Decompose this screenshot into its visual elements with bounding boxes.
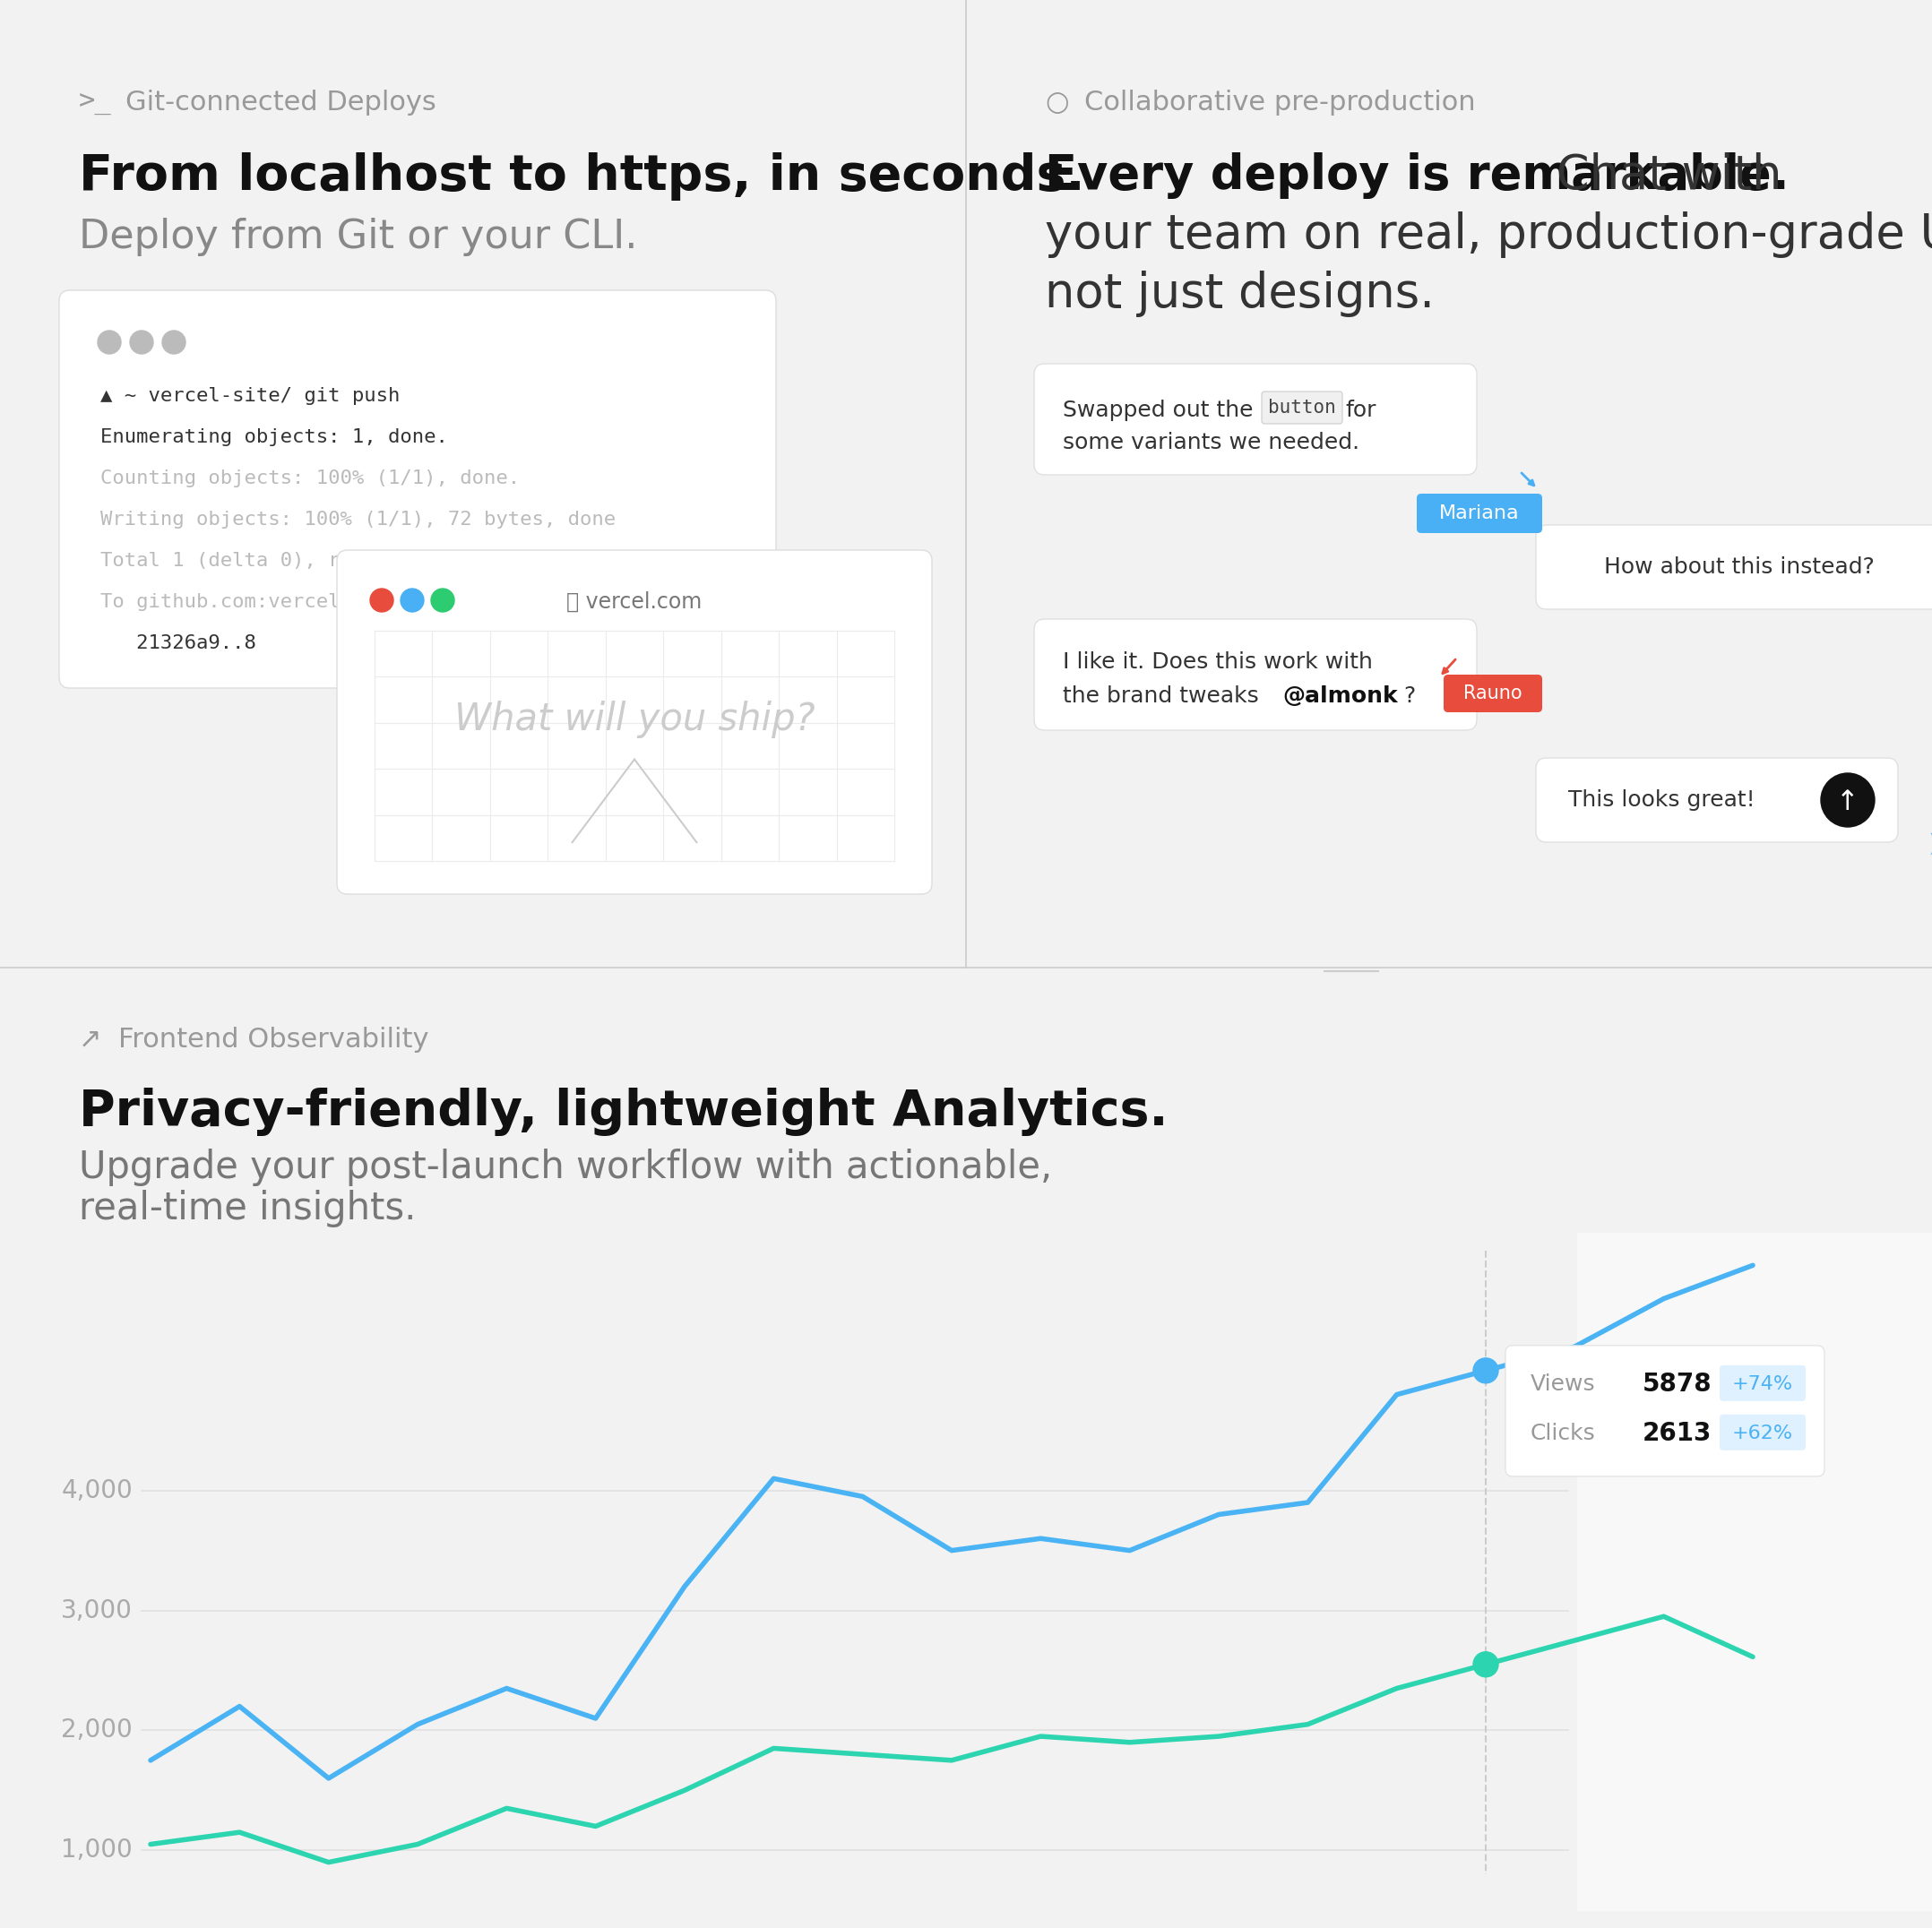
FancyBboxPatch shape <box>336 549 931 895</box>
Text: Mariana: Mariana <box>1439 505 1520 522</box>
Bar <box>1577 1232 1932 1911</box>
Text: 2,000: 2,000 <box>62 1718 133 1743</box>
Text: I like it. Does this work with: I like it. Does this work with <box>1063 652 1374 673</box>
Text: Counting objects: 100% (1/1), done.: Counting objects: 100% (1/1), done. <box>100 469 520 488</box>
Text: Clicks: Clicks <box>1530 1423 1596 1444</box>
Text: +62%: +62% <box>1733 1425 1793 1442</box>
Circle shape <box>371 588 394 611</box>
Text: Git-connected Deploys: Git-connected Deploys <box>126 89 437 116</box>
Text: not just designs.: not just designs. <box>1045 270 1435 316</box>
FancyBboxPatch shape <box>1262 391 1343 424</box>
Circle shape <box>400 588 423 611</box>
Text: From localhost to https, in seconds.: From localhost to https, in seconds. <box>79 152 1084 201</box>
Text: >_: >_ <box>79 89 112 116</box>
FancyBboxPatch shape <box>1505 1346 1824 1477</box>
Text: ○: ○ <box>1045 89 1068 116</box>
Text: the brand tweaks: the brand tweaks <box>1063 684 1265 708</box>
Text: This looks great!: This looks great! <box>1569 789 1754 812</box>
FancyBboxPatch shape <box>1719 1415 1806 1450</box>
Text: ?: ? <box>1403 684 1414 708</box>
Text: real-time insights.: real-time insights. <box>79 1190 415 1228</box>
FancyBboxPatch shape <box>1443 675 1542 711</box>
Text: Total 1 (delta 0), reused 0 (delta 0).: Total 1 (delta 0), reused 0 (delta 0). <box>100 551 556 571</box>
Text: @almonk: @almonk <box>1283 684 1397 708</box>
Text: Privacy-friendly, lightweight Analytics.: Privacy-friendly, lightweight Analytics. <box>79 1087 1169 1136</box>
Text: 5878: 5878 <box>1642 1371 1712 1396</box>
Text: your team on real, production-grade UI,: your team on real, production-grade UI, <box>1045 212 1932 258</box>
Text: Chat with: Chat with <box>1542 152 1781 199</box>
FancyBboxPatch shape <box>1536 758 1897 843</box>
Text: Rauno: Rauno <box>1464 684 1522 702</box>
Text: 🔒 vercel.com: 🔒 vercel.com <box>566 592 701 613</box>
Text: 21326a9..8: 21326a9..8 <box>100 634 257 652</box>
Text: What will you ship?: What will you ship? <box>454 700 815 738</box>
Text: some variants we needed.: some variants we needed. <box>1063 432 1360 453</box>
Text: Enumerating objects: 1, done.: Enumerating objects: 1, done. <box>100 428 448 445</box>
Circle shape <box>431 588 454 611</box>
FancyBboxPatch shape <box>1416 494 1542 532</box>
Text: How about this instead?: How about this instead? <box>1604 557 1874 578</box>
Text: button: button <box>1267 399 1337 416</box>
Text: To github.com:vercel/vercel-site.git: To github.com:vercel/vercel-site.git <box>100 594 531 611</box>
Circle shape <box>1474 1357 1499 1382</box>
Text: Upgrade your post-launch workflow with actionable,: Upgrade your post-launch workflow with a… <box>79 1149 1053 1186</box>
Text: 3,000: 3,000 <box>62 1598 133 1623</box>
Text: +74%: +74% <box>1733 1375 1793 1394</box>
Text: Deploy from Git or your CLI.: Deploy from Git or your CLI. <box>79 218 638 256</box>
Text: ▲ ~ vercel-site/ git push: ▲ ~ vercel-site/ git push <box>100 388 400 405</box>
Text: for: for <box>1345 399 1376 420</box>
Text: Collaborative pre-production: Collaborative pre-production <box>1084 89 1476 116</box>
FancyBboxPatch shape <box>1034 364 1476 474</box>
Text: ↗: ↗ <box>79 1028 102 1053</box>
Text: ↑: ↑ <box>1835 789 1859 816</box>
Text: Swapped out the: Swapped out the <box>1063 399 1254 420</box>
Text: 4,000: 4,000 <box>62 1479 133 1504</box>
Circle shape <box>1820 773 1874 827</box>
Circle shape <box>99 330 122 355</box>
Text: Frontend Observability: Frontend Observability <box>118 1028 429 1053</box>
Circle shape <box>162 330 185 355</box>
Circle shape <box>1474 1652 1499 1677</box>
Text: Writing objects: 100% (1/1), 72 bytes, done: Writing objects: 100% (1/1), 72 bytes, d… <box>100 511 616 528</box>
Text: ➤: ➤ <box>1926 827 1932 862</box>
FancyBboxPatch shape <box>1536 524 1932 609</box>
Circle shape <box>129 330 153 355</box>
FancyBboxPatch shape <box>60 291 777 688</box>
FancyBboxPatch shape <box>1719 1365 1806 1402</box>
Text: Views: Views <box>1530 1373 1596 1394</box>
Text: Every deploy is remarkable.: Every deploy is remarkable. <box>1045 152 1789 199</box>
Text: 2613: 2613 <box>1642 1421 1712 1446</box>
FancyBboxPatch shape <box>1034 619 1476 731</box>
Text: 1,000: 1,000 <box>62 1837 133 1862</box>
